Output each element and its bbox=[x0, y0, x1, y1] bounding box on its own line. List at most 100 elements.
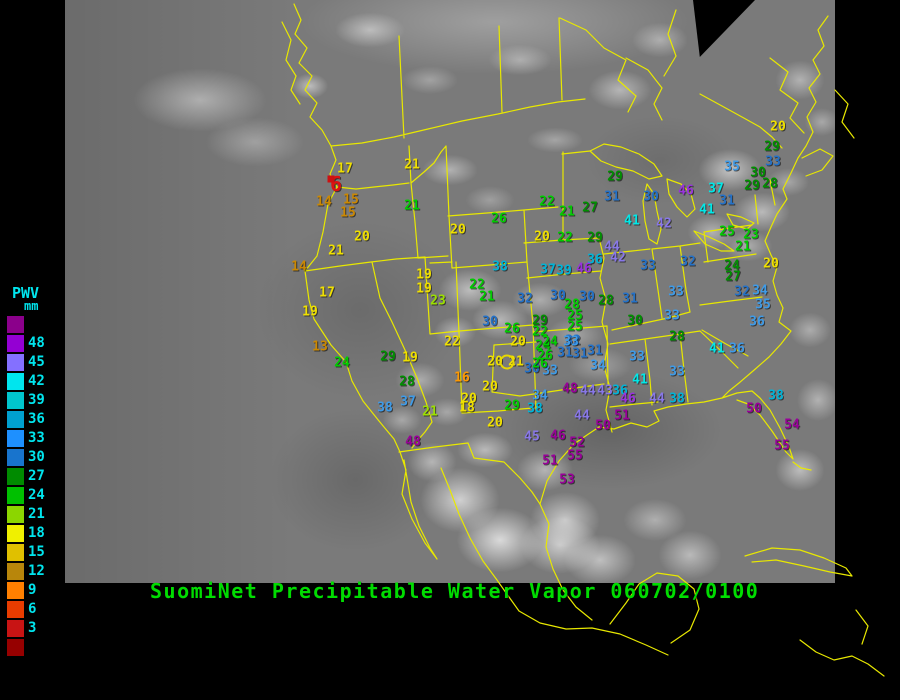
station-pwv-value: 22 bbox=[532, 324, 548, 340]
station-pwv-value: 20 bbox=[487, 354, 503, 370]
station-pwv-value: 38 bbox=[377, 400, 393, 416]
legend-row: 3 bbox=[6, 619, 64, 638]
station-pwv-value: 31 bbox=[587, 343, 603, 359]
station-pwv-value: 15 bbox=[343, 192, 359, 208]
legend-row: 42 bbox=[6, 372, 64, 391]
station-pwv-value: 20 bbox=[482, 379, 498, 395]
station-pwv-value: 46 bbox=[550, 428, 566, 444]
legend-tick-label: 9 bbox=[28, 582, 37, 598]
station-pwv-value: 23 bbox=[430, 293, 446, 309]
legend-tick-label: 33 bbox=[28, 430, 45, 446]
station-pwv-value: 22 bbox=[557, 230, 573, 246]
station-pwv-value: 28 bbox=[399, 374, 415, 390]
station-pwv-value: 51 bbox=[614, 408, 630, 424]
station-pwv-value: 41 bbox=[699, 202, 715, 218]
station-pwv-value: 30 bbox=[643, 189, 659, 205]
station-pwv-value: 50 bbox=[746, 401, 762, 417]
legend-row: 24 bbox=[6, 486, 64, 505]
legend-swatch bbox=[6, 410, 25, 429]
legend-tick-label: 27 bbox=[28, 468, 45, 484]
station-pwv-value: 24 bbox=[724, 258, 740, 274]
station-pwv-value: 29 bbox=[504, 398, 520, 414]
legend-row: 33 bbox=[6, 429, 64, 448]
legend-swatch bbox=[6, 524, 25, 543]
station-pwv-value: 44 bbox=[574, 408, 590, 424]
legend-swatch bbox=[6, 315, 25, 334]
station-pwv-value: 27 bbox=[582, 200, 598, 216]
legend-row: 15 bbox=[6, 543, 64, 562]
station-pwv-value: 28 bbox=[762, 176, 778, 192]
legend-tick-label: 48 bbox=[28, 335, 45, 351]
station-pwv-value: 36 bbox=[587, 252, 603, 268]
station-pwv-value: 30 bbox=[482, 314, 498, 330]
station-pwv-value: 14 bbox=[316, 194, 332, 210]
station-pwv-value: 38 bbox=[768, 388, 784, 404]
station-pwv-value: 41 bbox=[632, 372, 648, 388]
station-pwv-value: 31 bbox=[719, 193, 735, 209]
station-pwv-value: 21 bbox=[559, 204, 575, 220]
station-pwv-value: 30 bbox=[750, 165, 766, 181]
station-pwv-value: 20 bbox=[461, 391, 477, 407]
station-pwv-value: 50 bbox=[595, 418, 611, 434]
legend-tick-label: 42 bbox=[28, 373, 45, 389]
station-pwv-value: 20 bbox=[770, 119, 786, 135]
station-pwv-value: 29 bbox=[532, 313, 548, 329]
station-pwv-value: 29 bbox=[587, 230, 603, 246]
station-pwv-value: 16 bbox=[454, 370, 470, 386]
map-title: SuomiNet Precipitable Water Vapor 060702… bbox=[150, 579, 760, 603]
legend-swatch bbox=[6, 505, 25, 524]
station-pwv-value: 32 bbox=[734, 284, 750, 300]
legend-swatch bbox=[6, 581, 25, 600]
legend-row: 48 bbox=[6, 334, 64, 353]
station-pwv-value: 19 bbox=[416, 267, 432, 283]
station-pwv-value: 33 bbox=[669, 364, 685, 380]
station-pwv-value: 33 bbox=[765, 154, 781, 170]
station-pwv-value: 48 bbox=[562, 381, 578, 397]
station-pwv-value: 24 bbox=[535, 338, 551, 354]
legend-tick-label: 39 bbox=[28, 392, 45, 408]
station-pwv-value: 33 bbox=[563, 334, 579, 350]
station-pwv-value: 41 bbox=[624, 213, 640, 229]
station-pwv-value: 39 bbox=[556, 263, 572, 279]
legend-row: 45 bbox=[6, 353, 64, 372]
colorbar-rows: 48 45 42 39 36 33 30 27 24 21 18 15 12 9 6 3 bbox=[6, 315, 64, 657]
legend-swatch bbox=[6, 429, 25, 448]
station-pwv-value: 38 bbox=[492, 259, 508, 275]
station-pwv-value: 32 bbox=[680, 254, 696, 270]
colorbar-title: PWV bbox=[12, 284, 40, 302]
station-pwv-value: 21 bbox=[404, 157, 420, 173]
station-pwv-value: 33 bbox=[629, 349, 645, 365]
station-circle-marker bbox=[499, 354, 515, 370]
station-pwv-value: 26 bbox=[504, 321, 520, 337]
station-pwv-value: 34 bbox=[532, 388, 548, 404]
station-pwv-value: 37 bbox=[540, 262, 556, 278]
legend-row: 36 bbox=[6, 410, 64, 429]
station-pwv-value: 54 bbox=[784, 417, 800, 433]
station-pwv-value: 52 bbox=[569, 435, 585, 451]
legend-swatch bbox=[6, 619, 25, 638]
station-pwv-value: 30 bbox=[524, 361, 540, 377]
legend-row: 27 bbox=[6, 467, 64, 486]
station-pwv-value: 14 bbox=[291, 259, 307, 275]
station-pwv-value: 24 bbox=[542, 334, 558, 350]
station-pwv-value: 13 bbox=[312, 339, 328, 355]
station-pwv-value: 29 bbox=[380, 349, 396, 365]
station-pwv-value: 25 bbox=[567, 308, 583, 324]
station-pwv-value: 41 bbox=[709, 341, 725, 357]
station-pwv-value: 18 bbox=[459, 400, 475, 416]
station-pwv-value: 20 bbox=[534, 229, 550, 245]
station-pwv-value: 21 bbox=[422, 404, 438, 420]
station-pwv-value: 48 bbox=[405, 434, 421, 450]
station-pwv-value: 46 bbox=[678, 183, 694, 199]
station-pwv-value: 33 bbox=[664, 308, 680, 324]
station-pwv-value: 30 bbox=[627, 313, 643, 329]
station-pwv-value: 19 bbox=[302, 304, 318, 320]
station-pwv-value: 17 bbox=[319, 285, 335, 301]
station-pwv-value: 32 bbox=[565, 333, 581, 349]
station-pwv-value: 30 bbox=[550, 288, 566, 304]
station-pwv-value: 21 bbox=[735, 239, 751, 255]
station-pwv-value: 25 bbox=[567, 319, 583, 335]
station-pwv-value: 35 bbox=[724, 159, 740, 175]
legend-swatch bbox=[6, 391, 25, 410]
